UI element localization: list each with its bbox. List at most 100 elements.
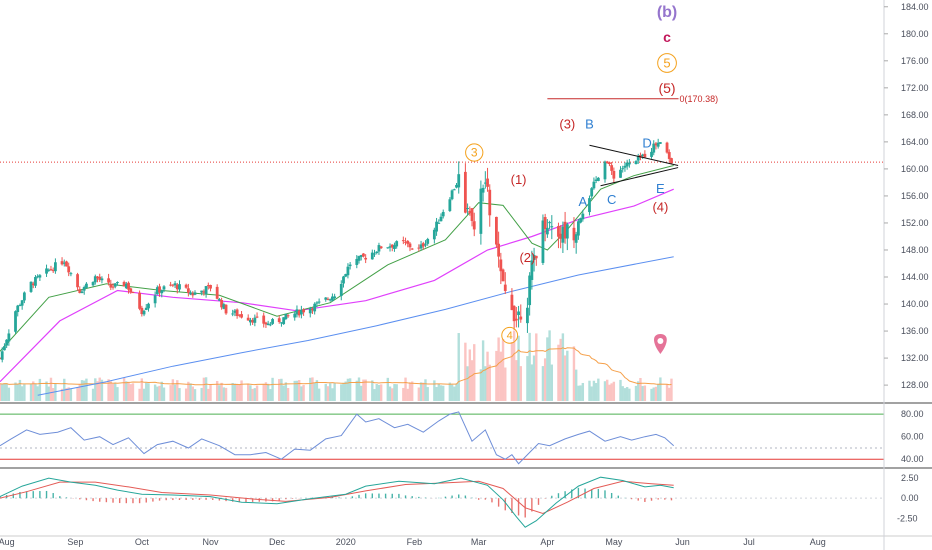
candle-body <box>395 241 399 247</box>
candle-body <box>592 181 596 189</box>
x-tick-label: Jul <box>743 537 755 547</box>
volume-bar <box>424 379 427 401</box>
candle-body <box>324 297 328 300</box>
volume-bar <box>156 386 159 401</box>
candle-body <box>82 287 86 291</box>
candle-body <box>530 260 534 280</box>
volume-bar <box>286 387 290 401</box>
candle-body <box>594 179 598 181</box>
candle-body <box>0 357 2 359</box>
volume-bar <box>142 388 146 401</box>
volume-bar <box>668 387 671 401</box>
volume-bar <box>114 383 117 401</box>
candle-body <box>393 245 396 249</box>
macd-signal-line <box>0 480 674 515</box>
candle-body <box>627 162 631 165</box>
x-tick-label: Jun <box>675 537 690 547</box>
volume-bar <box>484 366 487 401</box>
candle-body <box>355 258 359 265</box>
wave-label: 3 <box>471 146 478 160</box>
candle-body <box>510 294 514 311</box>
candle-body <box>116 282 119 284</box>
candle-body <box>14 311 17 332</box>
x-tick-label: Oct <box>135 537 150 547</box>
candle-body <box>499 259 503 272</box>
macd-tick-label: 0.00 <box>901 493 919 503</box>
candle-body <box>639 155 642 158</box>
candle-body <box>457 174 461 188</box>
target-label: 0(170.38) <box>680 94 719 104</box>
wave-label: 5 <box>663 56 670 71</box>
volume-bar <box>497 337 500 401</box>
sma-20-line <box>0 165 674 352</box>
candle-body <box>29 281 33 292</box>
volume-bar <box>402 387 405 401</box>
volume-bar <box>324 383 327 401</box>
candle-body <box>0 351 4 360</box>
candle-body <box>557 226 560 237</box>
candle-body <box>47 269 51 271</box>
volume-bar <box>364 379 367 401</box>
candle-body <box>545 227 549 235</box>
volume-bar <box>375 383 378 401</box>
volume-bar <box>650 388 653 401</box>
volume-bar <box>162 387 166 401</box>
volume-bar <box>346 378 350 401</box>
volume-bar <box>371 380 374 401</box>
candle-body <box>202 291 206 293</box>
candle-body <box>466 208 469 210</box>
y-tick-label: 144.00 <box>901 272 929 282</box>
candle-body <box>501 269 505 282</box>
volume-bar <box>204 377 208 401</box>
volume-bar <box>202 377 206 401</box>
volume-bar <box>550 364 554 401</box>
x-tick-label: Aug <box>810 537 826 547</box>
candle-body <box>215 286 219 299</box>
candle-body <box>76 274 79 288</box>
candle-body <box>204 286 208 294</box>
volume-bar <box>643 385 647 401</box>
volume-bar <box>51 388 55 401</box>
candle-body <box>5 339 9 346</box>
candle-body <box>264 322 268 325</box>
candle-body <box>590 188 594 197</box>
volume-bar <box>282 385 285 401</box>
volume-bar <box>455 383 458 401</box>
volume-bar <box>340 384 343 401</box>
volume-bars <box>0 330 673 401</box>
candle-body <box>193 292 197 295</box>
volume-bar <box>610 383 613 401</box>
candle-body <box>437 222 441 224</box>
macd-line <box>0 476 674 528</box>
candle-body <box>153 295 157 304</box>
candle-body <box>596 177 600 182</box>
candle-body <box>3 346 6 351</box>
candle-body <box>448 199 452 211</box>
volume-bar <box>377 384 381 401</box>
candle-body <box>579 218 583 223</box>
volume-bar <box>38 378 42 401</box>
volume-bar <box>302 385 305 401</box>
candle-body <box>317 301 321 303</box>
candle-body <box>158 286 161 293</box>
candle-body <box>7 333 11 342</box>
volume-bar <box>357 377 361 401</box>
x-tick-label: 2020 <box>336 537 356 547</box>
wave-label: (5) <box>658 80 675 96</box>
volume-bar <box>419 382 423 401</box>
volume-bar <box>501 338 505 401</box>
candle-body <box>302 309 306 313</box>
candle-body <box>249 319 252 323</box>
candle-body <box>107 278 110 283</box>
candle-body <box>581 213 585 220</box>
volume-bar <box>171 379 175 401</box>
candle-body <box>31 283 35 286</box>
volume-bar <box>625 387 629 401</box>
candle-body <box>424 244 427 246</box>
candle-body <box>658 142 662 144</box>
candle-body <box>45 268 48 274</box>
volume-bar <box>519 366 522 401</box>
volume-bar <box>235 383 239 401</box>
candle-body <box>665 142 669 153</box>
